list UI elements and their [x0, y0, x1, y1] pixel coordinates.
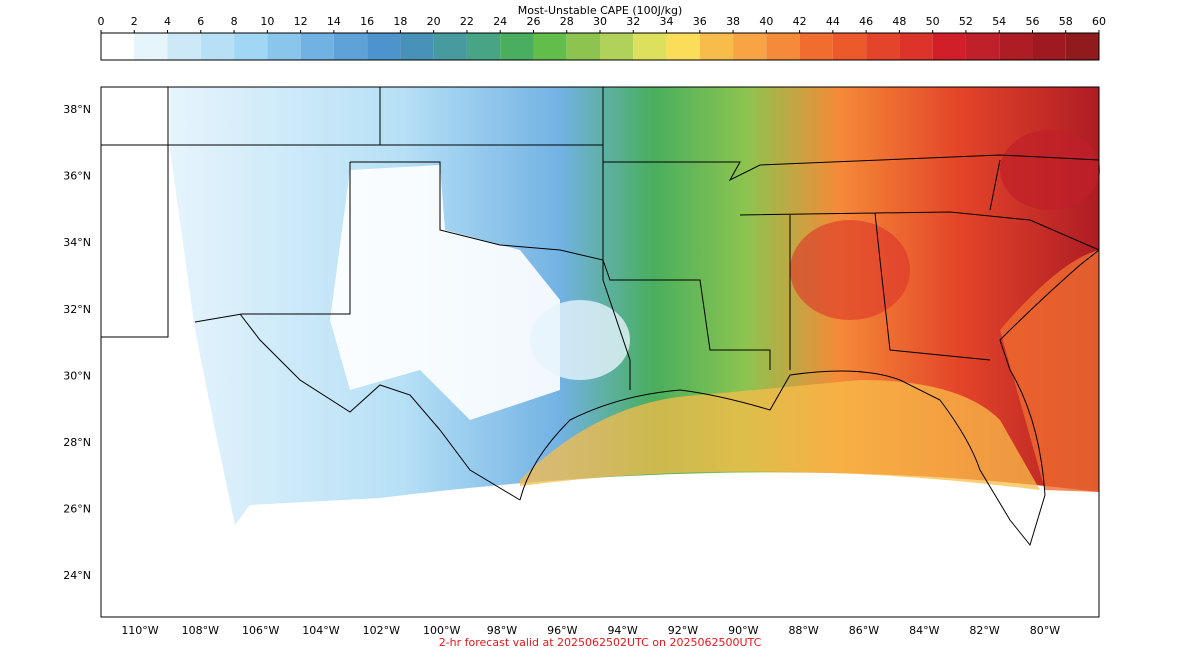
- colorbar-segment: [234, 33, 268, 60]
- colorbar-segment: [666, 33, 700, 60]
- lat-label: 32°N: [63, 303, 91, 316]
- colorbar-tick-label: 32: [626, 15, 640, 28]
- lon-label: 82°W: [969, 624, 999, 637]
- colorbar-tick-label: 30: [593, 15, 607, 28]
- colorbar-tick-label: 38: [726, 15, 740, 28]
- colorbar-segment: [333, 33, 368, 60]
- colorbar-tick-label: 2: [131, 15, 138, 28]
- colorbar-tick-label: 42: [793, 15, 807, 28]
- lon-label: 90°W: [728, 624, 758, 637]
- low-cape-area: [330, 165, 560, 420]
- colorbar-tick-label: 60: [1092, 15, 1106, 28]
- high-cape-area: [790, 220, 910, 320]
- gulf-cape: [520, 380, 1040, 490]
- colorbar-tick-label: 48: [892, 15, 906, 28]
- colorbar-segment: [300, 33, 334, 60]
- footer: 2-hr forecast valid at 2025062502UTC on …: [439, 636, 762, 649]
- colorbar-tick-label: 24: [493, 15, 507, 28]
- colorbar-tick-label: 6: [197, 15, 204, 28]
- high-cape-area: [1000, 130, 1100, 210]
- colorbar-segment: [566, 33, 600, 60]
- colorbar-segment: [766, 33, 800, 60]
- colorbar-segment: [832, 33, 867, 60]
- low-cape-area: [530, 300, 630, 380]
- lon-label: 110°W: [121, 624, 158, 637]
- colorbar-tick-label: 20: [427, 15, 441, 28]
- colorbar-segment: [200, 33, 235, 60]
- lon-label: 94°W: [607, 624, 637, 637]
- lon-label: 84°W: [909, 624, 939, 637]
- colorbar-segment: [533, 33, 567, 60]
- colorbar-segment: [999, 33, 1033, 60]
- colorbar-segment: [866, 33, 900, 60]
- lon-label: 100°W: [423, 624, 460, 637]
- colorbar-tick-label: 16: [360, 15, 374, 28]
- colorbar-segment: [134, 33, 168, 60]
- lat-label: 36°N: [63, 170, 91, 183]
- colorbar-segment: [400, 33, 434, 60]
- colorbar-tick-label: 28: [560, 15, 574, 28]
- lon-label: 98°W: [487, 624, 517, 637]
- colorbar-tick-label: 22: [460, 15, 474, 28]
- map-frame: [100, 86, 1100, 618]
- colorbar-tick-label: 50: [926, 15, 940, 28]
- colorbar-tick-label: 34: [660, 15, 674, 28]
- colorbar-tick-label: 18: [393, 15, 407, 28]
- lon-label: 96°W: [547, 624, 577, 637]
- colorbar-segment: [1032, 33, 1066, 60]
- colorbar-segment: [965, 33, 1000, 60]
- colorbar-segment: [932, 33, 966, 60]
- lon-label: 88°W: [788, 624, 818, 637]
- colorbar-segment: [466, 33, 501, 60]
- colorbar-segment: [633, 33, 667, 60]
- map-labels: 38°N 36°N 34°N 32°N 30°N 28°N 26°N 24°N 110°W 108…: [63, 103, 1060, 637]
- colorbar-segment: [600, 33, 634, 60]
- lat-label: 28°N: [63, 436, 91, 449]
- atlantic-cape: [1000, 250, 1099, 492]
- colorbar-title: Most-Unstable CAPE (100J/kg): [518, 4, 683, 17]
- lon-label: 108°W: [182, 624, 219, 637]
- colorbar-tick-label: 52: [959, 15, 973, 28]
- colorbar-tick-label: 58: [1059, 15, 1073, 28]
- colorbar-segment: [267, 33, 301, 60]
- colorbar-segment: [500, 33, 534, 60]
- colorbar-tick-label: 26: [526, 15, 540, 28]
- colorbar-tick-label: 0: [98, 15, 105, 28]
- colorbar-tick-label: 54: [992, 15, 1006, 28]
- colorbar-segment: [799, 33, 833, 60]
- colorbar-segment: [1065, 33, 1099, 60]
- lat-label: 24°N: [63, 569, 91, 582]
- colorbar: 0 2 4 6 8 10 12 14 16 18 20 22 24 26 28 30 32 34 36 38 40 42 4…: [98, 15, 1106, 61]
- lon-label: 92°W: [668, 624, 698, 637]
- colorbar-segment: [899, 33, 933, 60]
- boundaries: [101, 87, 1100, 547]
- colorbar-tick-label: 10: [260, 15, 274, 28]
- lat-label: 26°N: [63, 503, 91, 516]
- colorbar-segment: [101, 33, 135, 60]
- colorbar-segment: [433, 33, 467, 60]
- lat-label: 30°N: [63, 369, 91, 382]
- lon-label: 104°W: [302, 624, 339, 637]
- lat-label: 38°N: [63, 103, 91, 116]
- lon-label: 80°W: [1030, 624, 1060, 637]
- colorbar-tick-label: 12: [294, 15, 308, 28]
- lon-label: 106°W: [242, 624, 279, 637]
- lon-label: 102°W: [363, 624, 400, 637]
- colorbar-tick-label: 8: [231, 15, 238, 28]
- colorbar-segment: [167, 33, 201, 60]
- map: [100, 86, 1100, 618]
- colorbar-segment: [699, 33, 734, 60]
- colorbar-tick-label: 4: [164, 15, 171, 28]
- colorbar-tick-label: 36: [693, 15, 707, 28]
- colorbar-tick-label: 14: [327, 15, 341, 28]
- colorbar-tick-label: 46: [859, 15, 873, 28]
- lat-label: 34°N: [63, 236, 91, 249]
- lon-label: 86°W: [849, 624, 879, 637]
- colorbar-tick-label: 44: [826, 15, 840, 28]
- colorbar-segment: [733, 33, 767, 60]
- colorbar-tick-label: 56: [1025, 15, 1039, 28]
- colorbar-segment: [367, 33, 401, 60]
- colorbar-tick-label: 40: [759, 15, 773, 28]
